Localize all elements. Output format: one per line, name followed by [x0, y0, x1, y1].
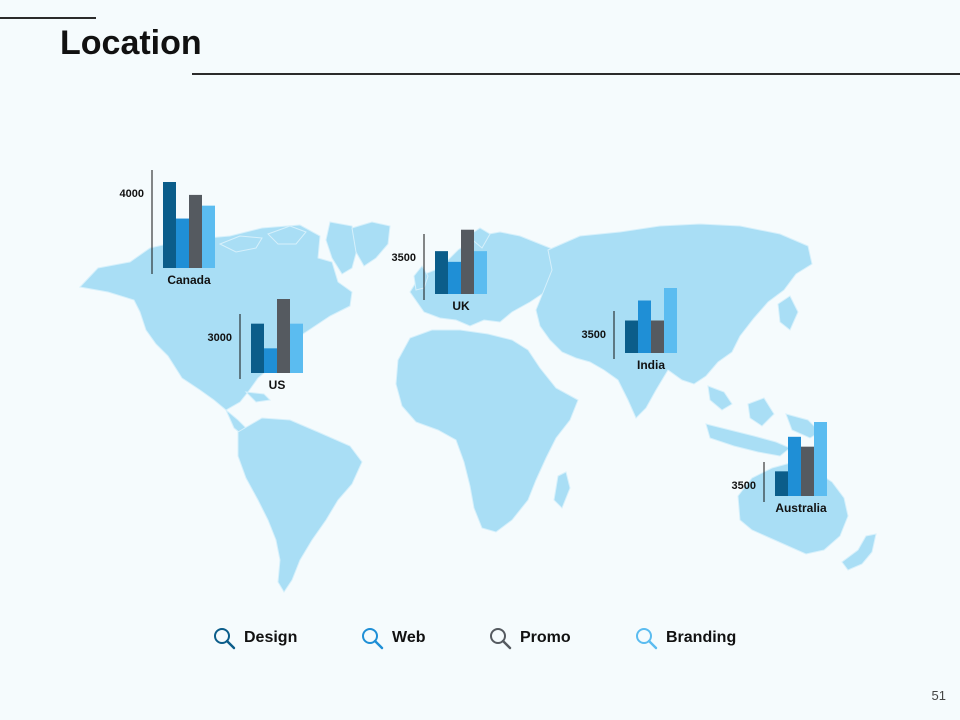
- indonesia-shape: [705, 423, 791, 457]
- bar-canada-promo: [189, 194, 202, 268]
- axis-value-label: 3000: [208, 332, 232, 344]
- bar-india-web: [638, 300, 651, 353]
- country-label: India: [637, 358, 665, 372]
- bar-india-promo: [651, 320, 664, 353]
- madagascar-shape: [553, 471, 571, 509]
- legend-label: Web: [392, 629, 426, 646]
- bar-australia-web: [788, 436, 801, 496]
- axis-value-label: 3500: [392, 252, 416, 264]
- page-number: 51: [931, 688, 946, 703]
- bar-canada-design: [163, 182, 176, 268]
- region-chart-uk: 3500 UK: [392, 229, 487, 313]
- legend-label: Promo: [520, 629, 571, 646]
- title-rule: [192, 73, 960, 75]
- axis-value-label: 3500: [732, 480, 756, 492]
- page-title: Location: [60, 24, 202, 62]
- legend-item-promo: Promo: [488, 620, 571, 656]
- magnifier-icon: [214, 628, 236, 650]
- magnifier-icon: [362, 628, 384, 650]
- new-zealand-shape: [841, 533, 877, 571]
- country-label: US: [269, 378, 286, 392]
- africa-shape: [395, 329, 579, 533]
- legend-item-web: Web: [360, 620, 425, 656]
- country-label: UK: [452, 299, 470, 313]
- top-rule: [0, 17, 96, 19]
- japan-shape: [777, 295, 799, 331]
- bar-india-design: [625, 320, 638, 353]
- legend: Design Web Promo Branding: [0, 620, 960, 656]
- greenland-shape: [351, 221, 391, 267]
- bar-australia-promo: [801, 446, 814, 496]
- country-label: Canada: [167, 273, 211, 287]
- region-chart-india: 3500 India: [582, 288, 677, 372]
- bar-uk-promo: [461, 229, 474, 294]
- legend-item-branding: Branding: [634, 620, 736, 656]
- region-chart-australia: 3500 Australia: [732, 422, 827, 515]
- region-chart-canada: 4000 Canada: [120, 170, 215, 287]
- arctic-islands-shape: [218, 235, 263, 253]
- south-america-shape: [237, 417, 363, 593]
- legend-label: Design: [244, 629, 298, 646]
- bar-canada-branding: [202, 205, 215, 268]
- bar-us-promo: [277, 299, 290, 373]
- bar-australia-design: [775, 471, 788, 496]
- bar-us-design: [251, 323, 264, 373]
- axis-value-label: 3500: [582, 329, 606, 341]
- bar-us-web: [264, 348, 277, 373]
- bar-canada-web: [176, 218, 189, 268]
- bar-uk-branding: [474, 251, 487, 294]
- magnifier-icon: [490, 628, 512, 650]
- bar-uk-web: [448, 261, 461, 294]
- bar-india-branding: [664, 288, 677, 353]
- region-chart-us: 3000 US: [208, 299, 303, 392]
- bar-us-branding: [290, 323, 303, 373]
- legend-item-design: Design: [212, 620, 297, 656]
- bar-australia-branding: [814, 422, 827, 496]
- legend-label: Branding: [666, 629, 737, 646]
- country-label: Australia: [775, 501, 827, 515]
- bar-uk-design: [435, 251, 448, 294]
- magnifier-icon: [636, 628, 658, 650]
- axis-value-label: 4000: [120, 188, 144, 200]
